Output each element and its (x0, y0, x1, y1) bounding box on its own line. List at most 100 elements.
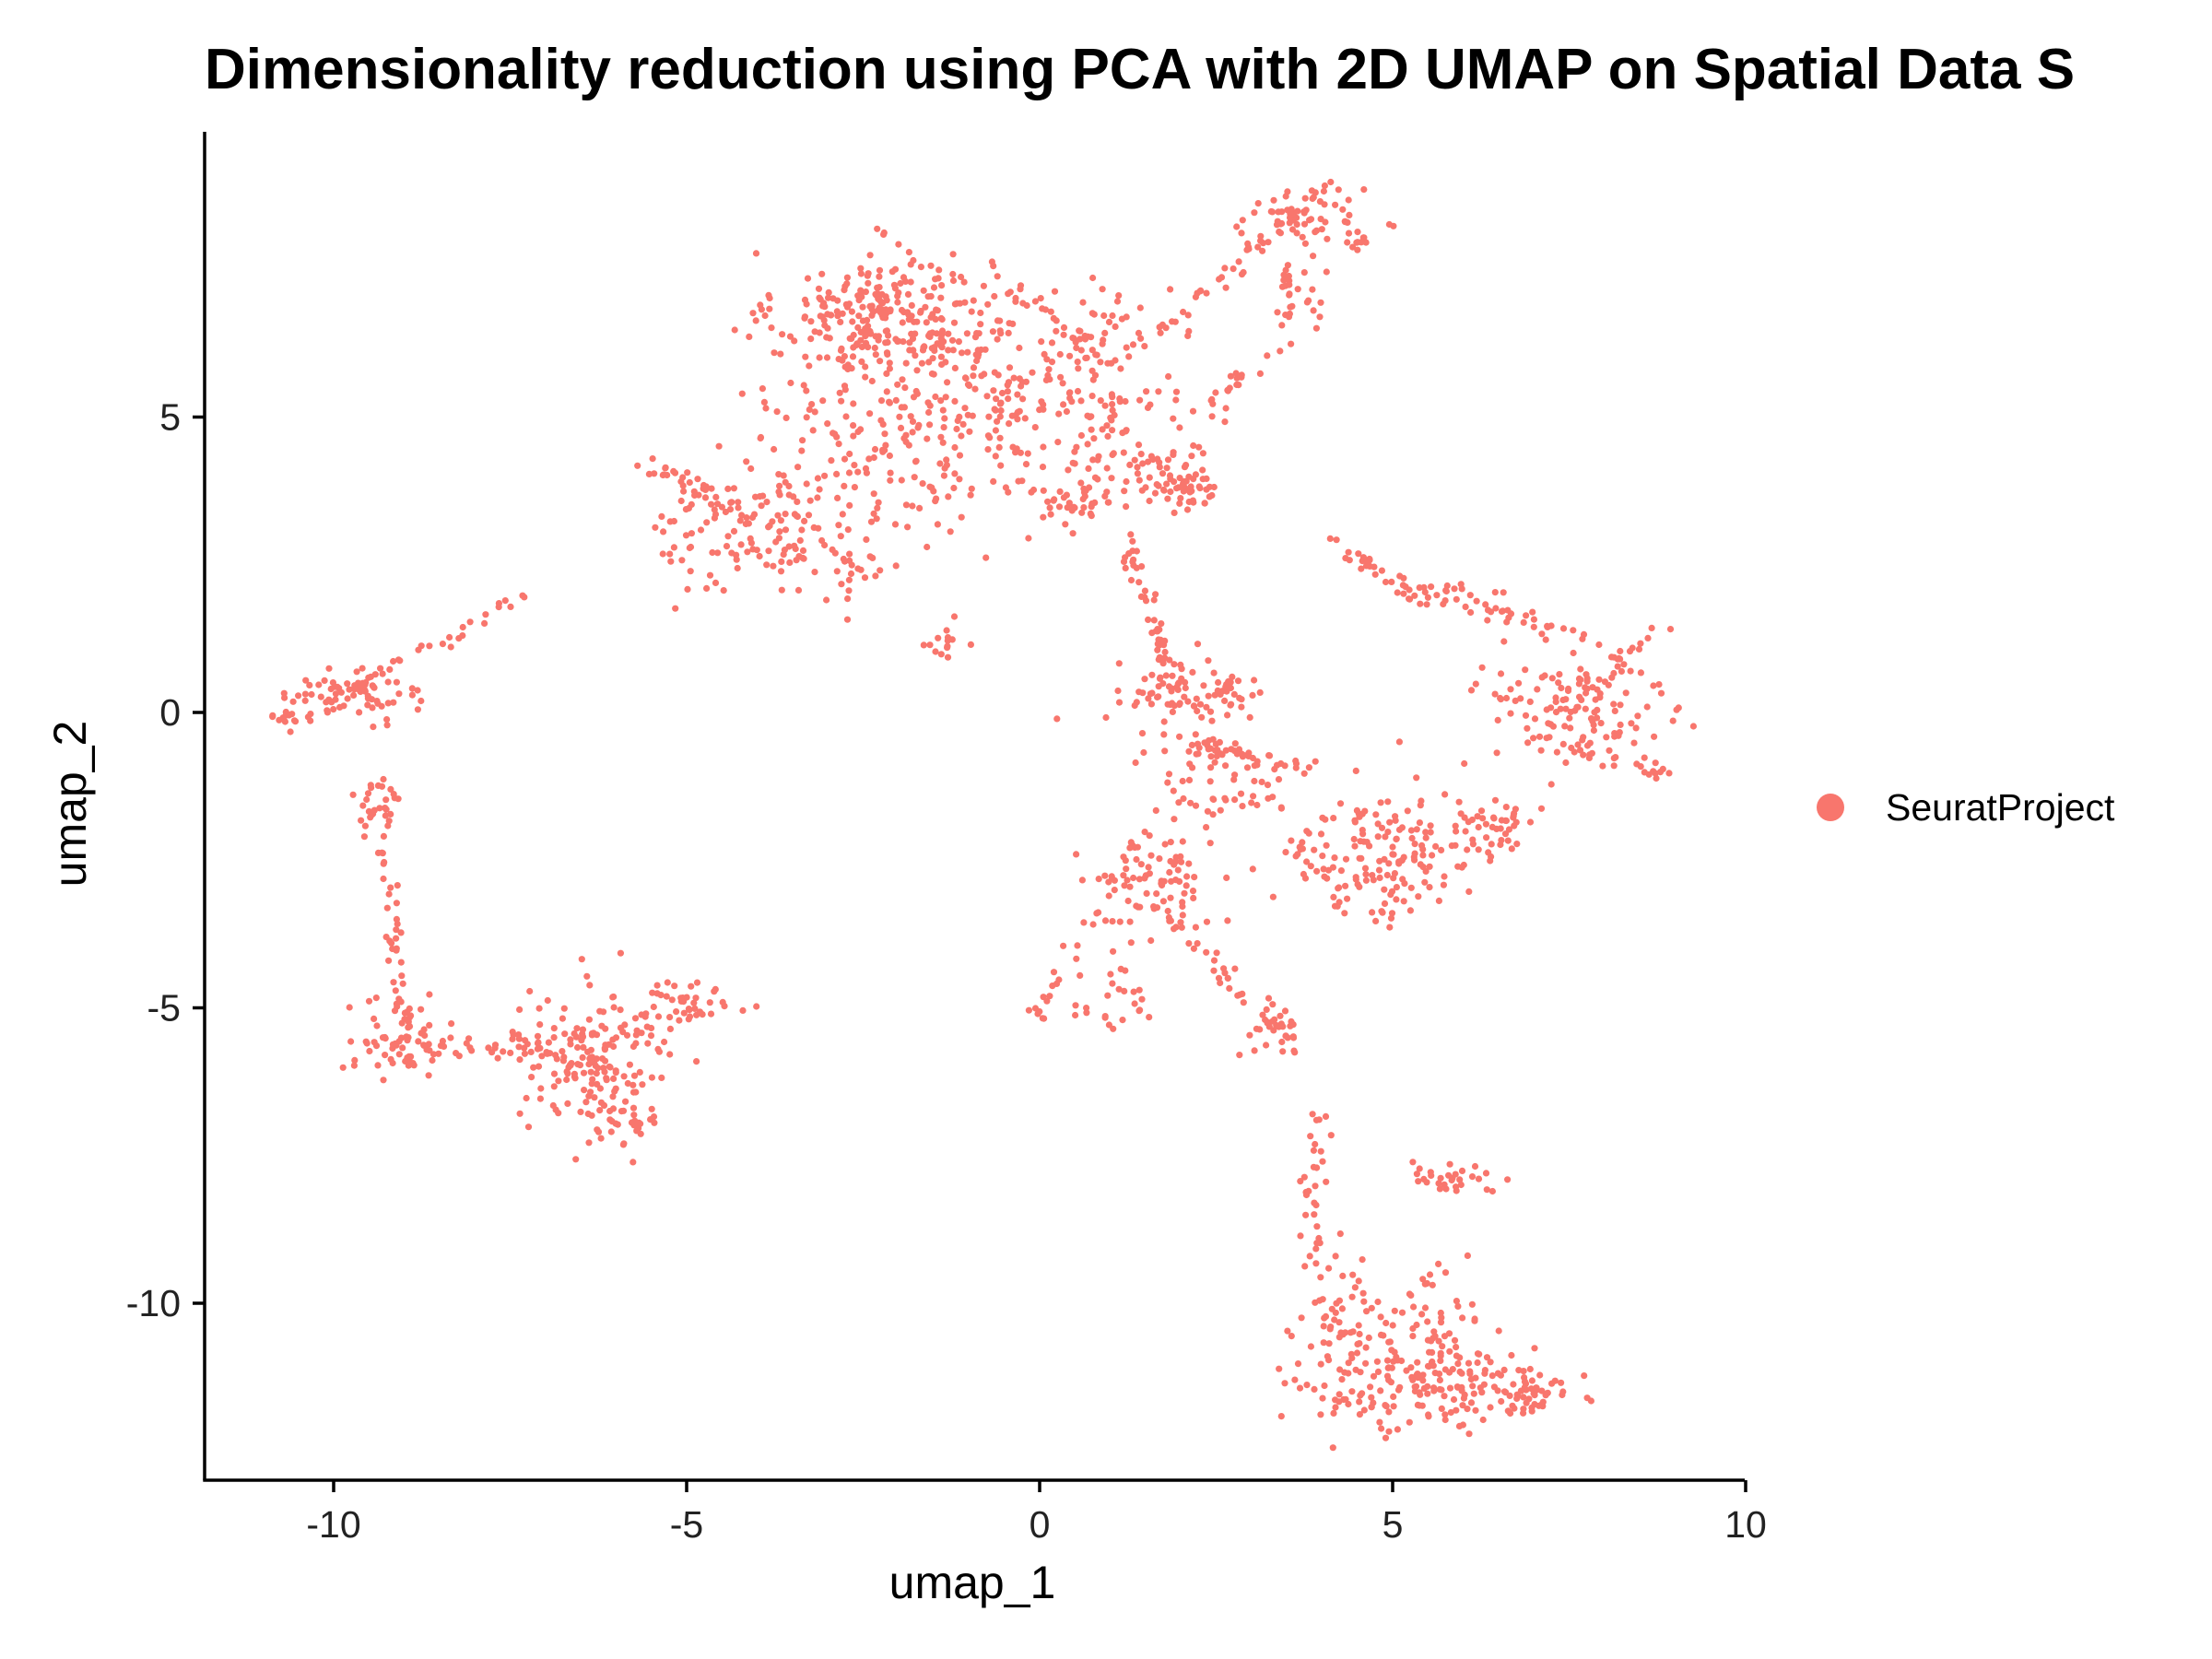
data-point (1170, 415, 1177, 422)
data-point (389, 1059, 396, 1067)
data-point (1135, 1007, 1143, 1015)
data-point (1559, 740, 1567, 748)
data-point (1522, 1380, 1530, 1387)
data-point (1500, 1366, 1508, 1373)
data-point (967, 641, 974, 649)
data-point (1238, 229, 1245, 237)
data-point (387, 785, 394, 794)
data-point (1415, 1178, 1422, 1185)
data-point (395, 995, 403, 1003)
data-point (1530, 623, 1537, 630)
data-point (332, 690, 339, 698)
data-point (1216, 738, 1223, 747)
data-point (1155, 388, 1162, 395)
data-point (1227, 372, 1234, 380)
data-point (1167, 286, 1174, 293)
data-point (706, 571, 714, 579)
data-point (891, 521, 900, 528)
data-point (610, 1004, 618, 1011)
data-point (963, 330, 971, 337)
data-point (1190, 499, 1197, 506)
data-point (1452, 822, 1459, 830)
data-point (1017, 449, 1024, 456)
data-point (1137, 335, 1145, 342)
data-point (753, 547, 760, 554)
data-point (468, 1047, 476, 1054)
data-point (925, 359, 933, 366)
data-point (1172, 877, 1180, 884)
data-point (447, 1034, 454, 1041)
data-point (1111, 411, 1118, 418)
data-point (685, 1006, 693, 1013)
data-point (1403, 1367, 1410, 1374)
data-point (1238, 371, 1245, 379)
data-point (756, 552, 763, 560)
data-point (742, 520, 749, 528)
data-point (776, 482, 783, 489)
data-point (803, 387, 810, 394)
data-point (1136, 304, 1144, 312)
data-point (1383, 871, 1391, 879)
data-point (1416, 1165, 1423, 1172)
data-point (1547, 622, 1555, 629)
data-point (798, 526, 806, 534)
data-point (1530, 616, 1537, 623)
data-point (900, 404, 909, 411)
data-point (392, 987, 399, 994)
data-point (307, 717, 314, 724)
data-point (1253, 1025, 1260, 1032)
data-point (1088, 393, 1096, 400)
data-point (1169, 672, 1176, 679)
data-point (1133, 855, 1140, 864)
data-point (1208, 413, 1216, 420)
data-point (1164, 700, 1171, 708)
data-point (1201, 500, 1208, 507)
data-point (585, 1016, 594, 1023)
data-point (1374, 833, 1382, 841)
data-point (516, 1110, 524, 1117)
data-point (1173, 485, 1181, 492)
data-point (1115, 985, 1123, 993)
data-point (818, 536, 826, 545)
data-point (658, 1074, 665, 1081)
data-point (1206, 840, 1214, 847)
data-point (1101, 917, 1110, 924)
data-point (1031, 424, 1039, 431)
data-point (807, 318, 815, 325)
data-point (1336, 1366, 1344, 1373)
data-point (945, 493, 952, 500)
data-point (1010, 374, 1018, 382)
data-point (1618, 667, 1625, 676)
data-point (1099, 426, 1106, 433)
data-point (404, 1037, 411, 1044)
data-point (378, 702, 385, 710)
data-point (1441, 873, 1448, 880)
data-point (1200, 682, 1207, 689)
data-point (1065, 389, 1073, 396)
data-point (1534, 686, 1541, 693)
data-point (1455, 798, 1463, 806)
data-point (1005, 395, 1012, 403)
data-point (1441, 1366, 1449, 1373)
data-point (382, 796, 390, 804)
data-point (866, 302, 874, 310)
data-point (1166, 472, 1174, 479)
data-point (1406, 1290, 1413, 1298)
data-point (1151, 489, 1159, 497)
data-point (366, 1047, 373, 1055)
data-point (1507, 686, 1514, 693)
data-point (536, 1095, 545, 1102)
data-point (1251, 209, 1258, 217)
data-point (770, 562, 777, 570)
data-point (682, 532, 690, 539)
data-point (1354, 239, 1361, 246)
data-point (1251, 677, 1258, 684)
data-point (1171, 661, 1178, 668)
data-point (1194, 750, 1202, 758)
data-point (1612, 754, 1619, 761)
data-point (1453, 828, 1460, 835)
data-point (1335, 1297, 1343, 1304)
data-point (932, 498, 939, 505)
data-point (865, 344, 872, 351)
data-point (1385, 220, 1393, 229)
